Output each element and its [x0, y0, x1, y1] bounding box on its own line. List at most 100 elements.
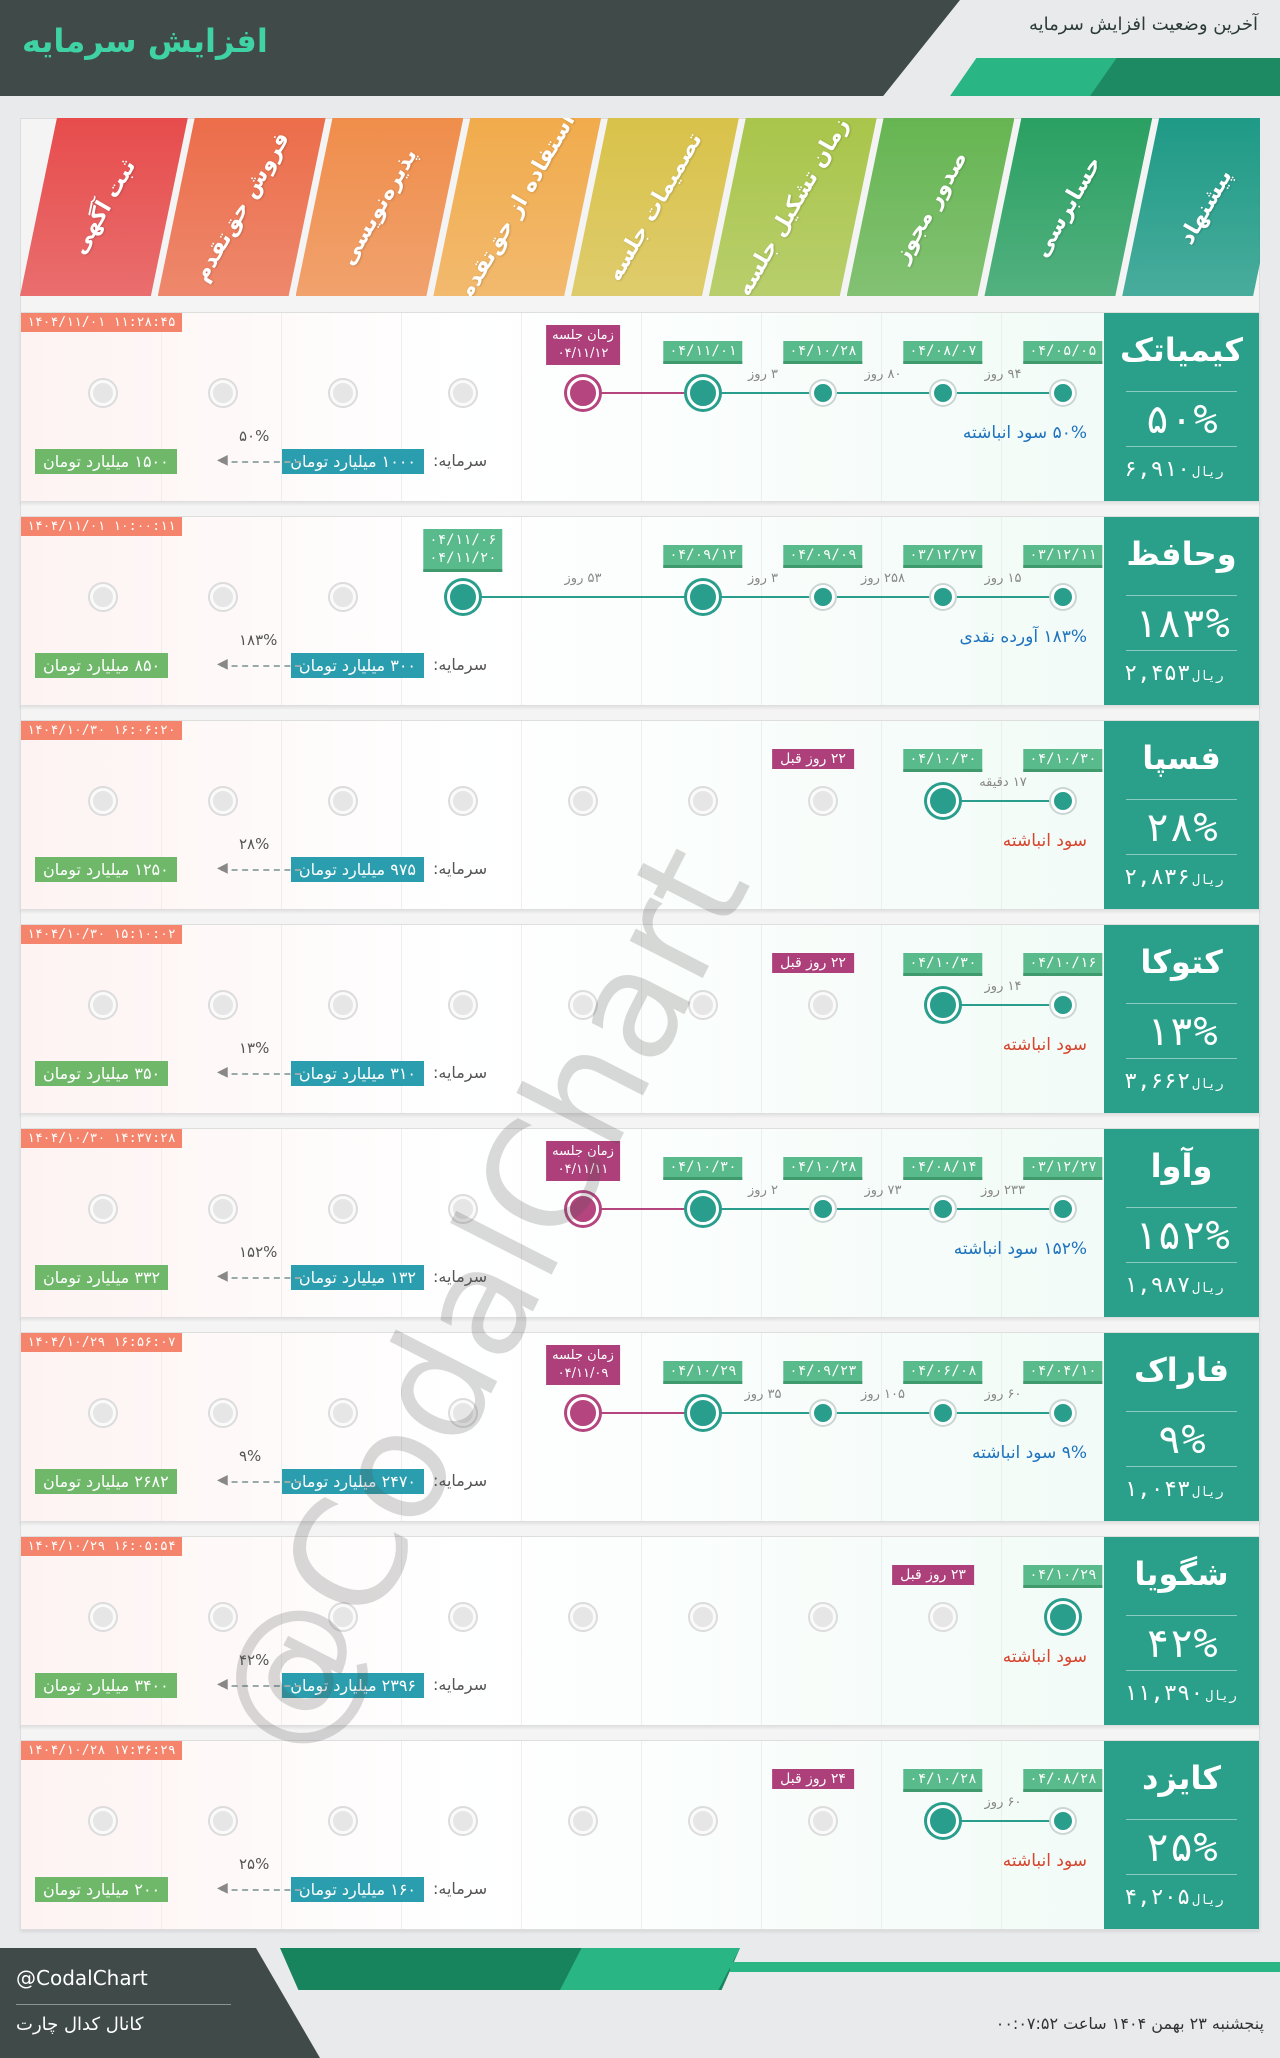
share-price: ۲,۸۳۶ ریال [1124, 865, 1243, 890]
stage-dot [931, 381, 955, 405]
share-price: ۶,۹۱۰ ریال [1124, 457, 1243, 482]
funding-source-note: ۱۵۲% سود انباشته [953, 1239, 1087, 1259]
grid-line [161, 1129, 162, 1317]
currency-label: ریال [1192, 1077, 1224, 1092]
header-accent-stripe-dark [1090, 58, 1280, 96]
company-name[interactable]: کیمیاتک [1120, 331, 1243, 369]
capital-increase-percent: ۲۵% [1126, 1819, 1237, 1875]
funding-source-note: سود انباشته [1002, 831, 1087, 851]
funding-source-note: ۱۸۳% آورده نقدی [959, 627, 1087, 647]
company-name[interactable]: کایزد [1142, 1759, 1221, 1797]
company-row[interactable]: کایزد ۲۵% ۴,۲۰۵ ریال ۱۴۰۴/۱۰/۲۸ ۱۷:۳۶:۲۹ ۰۴/۰… [20, 1740, 1260, 1930]
currency-label: ریال [1192, 1485, 1224, 1500]
days-between-label: ۲۳۳ روز [981, 1183, 1025, 1198]
timeline-track [463, 596, 1063, 598]
stage-band-5: زمان تشکیل جلسه [708, 118, 877, 296]
capital-increase-percent: ۱۸۳% [1126, 595, 1237, 651]
capital-increase-percent: ۴۲% [1126, 1615, 1237, 1671]
capital-label: سرمایه: [433, 1675, 488, 1694]
arrow-left-icon: ◀ [217, 1472, 228, 1488]
timeline-track [943, 800, 1063, 802]
company-name[interactable]: وآوا [1150, 1147, 1213, 1185]
pending-stage-dot [330, 992, 356, 1018]
stage-dot [931, 585, 955, 609]
grid-line [521, 1741, 522, 1929]
capital-increase-percent-label: ۴۲% [239, 1651, 270, 1669]
summary-panel: شگویا ۴۲% ۱۱,۳۹۰ ریال [1104, 1537, 1259, 1725]
price-value: ۱۱,۳۹۰ [1124, 1681, 1204, 1706]
new-capital: ۳۵۰ میلیارد تومان [35, 1061, 169, 1086]
pending-stage-dot [450, 1808, 476, 1834]
arrow-left-icon: ◀ [217, 656, 228, 672]
stage-date: ۰۴/۰۴/۱۰ [1023, 1361, 1103, 1384]
footer-bar [0, 1948, 320, 2058]
stage-band-3: استفاده از حق‌تقدم [433, 118, 602, 296]
pending-stage-dot [810, 1604, 836, 1630]
footer-stripe [730, 1962, 1280, 1972]
summary-panel: کایزد ۲۵% ۴,۲۰۵ ریال [1104, 1741, 1259, 1929]
company-row[interactable]: فسپا ۲۸% ۲,۸۳۶ ریال ۱۴۰۴/۱۰/۳۰ ۱۶:۰۶:۲۰ ۰۴/۱۰… [20, 720, 1260, 910]
stage-dot [927, 785, 959, 817]
meeting-date: ۰۴/۱۱/۰۹ [557, 1366, 609, 1381]
company-name[interactable]: فسپا [1142, 739, 1221, 777]
company-row[interactable]: کیمیاتک ۵۰% ۶,۹۱۰ ریال ۱۴۰۴/۱۱/۰۱ ۱۱:۲۸:۴۵ ۰۴… [20, 312, 1260, 502]
pending-stage-dot [450, 788, 476, 814]
pending-stage-dot [570, 1808, 596, 1834]
pending-stage-dot [570, 788, 596, 814]
grid-line [641, 517, 642, 705]
update-timestamp: ۱۴۰۴/۱۰/۲۹ ۱۶:۰۵:۵۴ [21, 1537, 182, 1556]
capital-label: سرمایه: [433, 859, 488, 878]
stage-date-start: ۰۴/۱۱/۰۶ [429, 532, 497, 548]
capital-increase-percent: ۲۸% [1126, 799, 1237, 855]
company-name[interactable]: فاراک [1133, 1351, 1230, 1389]
grid-line [161, 313, 162, 501]
current-capital: ۱۶۰ میلیارد تومان [290, 1877, 424, 1902]
days-ago-tag: ۲۲ روز قبل [772, 953, 854, 973]
pending-stage-dot [330, 788, 356, 814]
update-timestamp: ۱۴۰۴/۱۰/۳۰ ۱۵:۱۰:۰۲ [21, 925, 182, 944]
company-name[interactable]: وحافظ [1126, 535, 1237, 573]
grid-line [161, 1333, 162, 1521]
meeting-track [583, 1208, 703, 1210]
currency-label: ریال [1205, 1689, 1237, 1704]
pending-stage-dot [90, 788, 116, 814]
stage-dot [1051, 789, 1075, 813]
grid-line [401, 1741, 402, 1929]
stage-dot [931, 1401, 955, 1425]
currency-label: ریال [1192, 873, 1224, 888]
company-row[interactable]: وحافظ ۱۸۳% ۲,۴۵۳ ریال ۱۴۰۴/۱۱/۰۱ ۱۰:۰۰:۱۱ ۰۳/… [20, 516, 1260, 706]
stage-dot [811, 381, 835, 405]
new-capital: ۲۶۸۲ میلیارد تومان [35, 1469, 177, 1494]
stage-dot [687, 581, 719, 613]
meeting-date: ۰۴/۱۱/۱۱ [557, 1162, 609, 1177]
new-capital: ۳۳۲ میلیارد تومان [35, 1265, 169, 1290]
stage-dot [1047, 1601, 1079, 1633]
channel-handle[interactable]: @CodalChart [16, 1966, 148, 1990]
grid-line [881, 1537, 882, 1725]
share-price: ۱۱,۳۹۰ ریال [1124, 1681, 1243, 1706]
company-name[interactable]: شگویا [1134, 1555, 1229, 1593]
company-name[interactable]: کتوکا [1140, 943, 1223, 981]
stage-dot [1051, 1809, 1075, 1833]
company-row[interactable]: فاراک ۹% ۱,۰۴۳ ریال ۱۴۰۴/۱۰/۲۹ ۱۶:۵۶:۰۷ ۰۴/۰۴… [20, 1332, 1260, 1522]
stage-date: ۰۴/۱۰/۳۰ [1023, 749, 1103, 772]
pending-stage-dot [810, 1808, 836, 1834]
channel-name: کانال کدال چارت [16, 2014, 144, 2035]
pending-stage-dot [210, 1196, 236, 1222]
grid-line [281, 1333, 282, 1521]
pending-stage-dot [690, 1808, 716, 1834]
grid-line [761, 721, 762, 909]
meeting-tag: زمان جلسه ۰۴/۱۱/۱۱ [546, 1141, 620, 1181]
company-row[interactable]: وآوا ۱۵۲% ۱,۹۸۷ ریال ۱۴۰۴/۱۰/۳۰ ۱۴:۳۷:۲۸ ۰۳/۱… [20, 1128, 1260, 1318]
meeting-label: زمان جلسه [552, 1348, 614, 1363]
capital-label: سرمایه: [433, 1267, 488, 1286]
capital-arrow-line [221, 869, 301, 871]
capital-increase-percent: ۱۵۲% [1126, 1207, 1237, 1263]
pending-stage-dot [450, 1604, 476, 1630]
stage-dot [1051, 993, 1075, 1017]
share-price: ۲,۴۵۳ ریال [1124, 661, 1243, 686]
company-row[interactable]: کتوکا ۱۳% ۳,۶۶۲ ریال ۱۴۰۴/۱۰/۳۰ ۱۵:۱۰:۰۲ ۰۴/۱… [20, 924, 1260, 1114]
new-capital: ۱۵۰۰ میلیارد تومان [35, 449, 177, 474]
company-row[interactable]: شگویا ۴۲% ۱۱,۳۹۰ ریال ۱۴۰۴/۱۰/۲۹ ۱۶:۰۵:۵۴ ۰۴/… [20, 1536, 1260, 1726]
share-price: ۴,۲۰۵ ریال [1124, 1885, 1243, 1910]
